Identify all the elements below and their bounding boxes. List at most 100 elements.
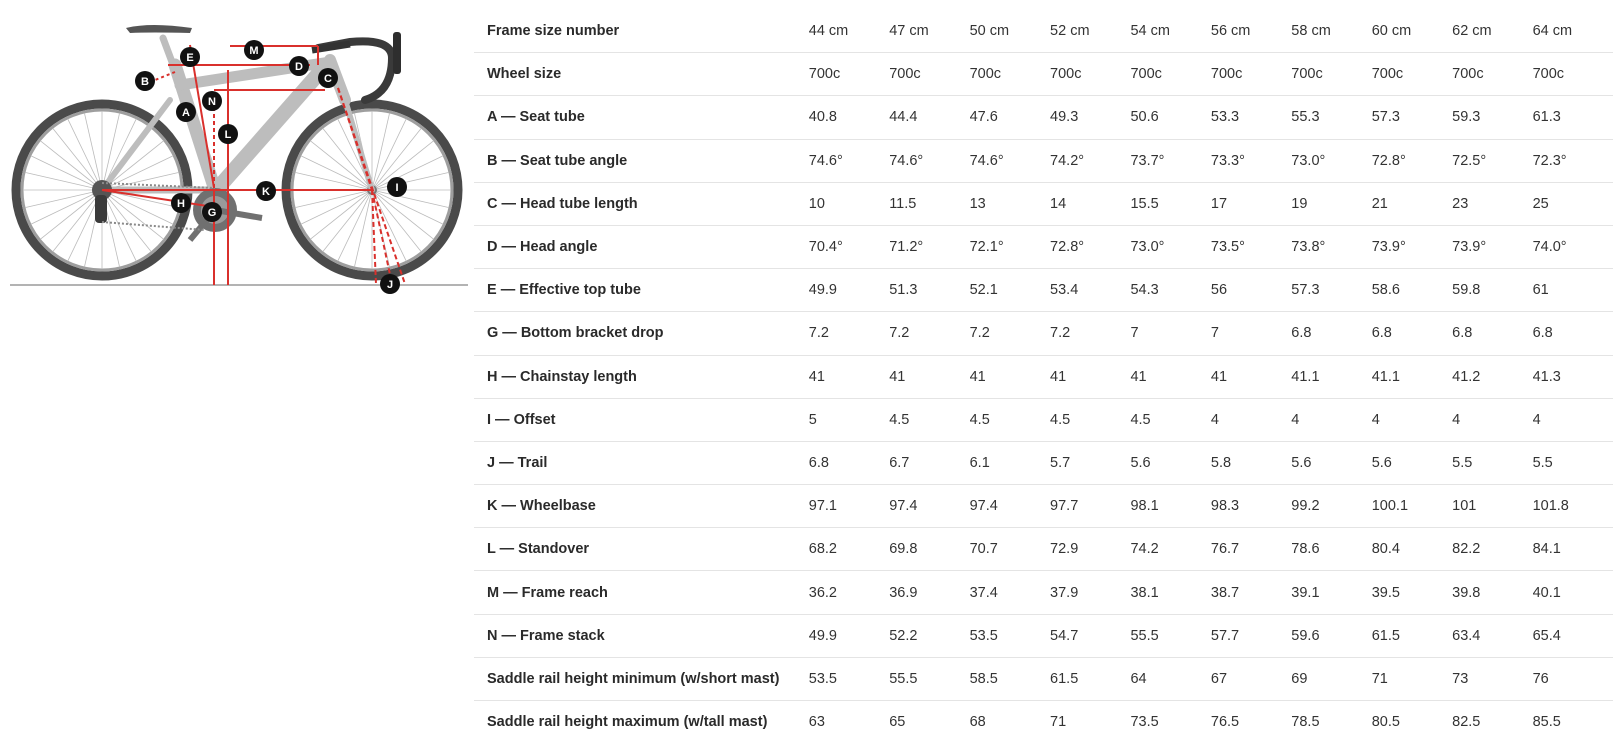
table-cell: 41 (1050, 354, 1131, 399)
marker-l: L (218, 124, 238, 144)
table-cell: 40.1 (1532, 570, 1613, 615)
spoke (294, 189, 373, 208)
table-cell: 700c (889, 52, 970, 96)
svg-text:B: B (141, 76, 149, 88)
table-cell: 65.4 (1532, 613, 1613, 658)
svg-text:J: J (387, 279, 393, 291)
table-cell: 76.5 (1210, 700, 1292, 744)
svg-text:M: M (249, 45, 258, 57)
table-cell: 47.6 (969, 95, 1051, 140)
spoke (371, 189, 422, 253)
table-cell: 73.0° (1130, 224, 1211, 269)
table-cell: 39.5 (1371, 570, 1453, 615)
table-cell: 4 (1532, 397, 1613, 442)
row-label: Saddle rail height maximum (w/tall mast) (474, 700, 809, 744)
table-cell: 82.2 (1452, 527, 1533, 571)
spoke (52, 127, 103, 191)
table-cell: 71 (1371, 656, 1453, 701)
table-cell: 73.3° (1210, 138, 1292, 183)
table-cell: 4 (1452, 397, 1533, 442)
saddle (126, 25, 192, 33)
spoke (371, 140, 435, 191)
chain-lower (101, 221, 206, 231)
table-cell: 78.6 (1291, 527, 1372, 571)
table-cell: 21 (1371, 181, 1453, 226)
table-cell: 73.5 (1130, 700, 1211, 744)
table-cell: 11.5 (889, 181, 970, 226)
table-cell: 41 (1210, 354, 1292, 399)
table-cell: 97.1 (808, 484, 890, 528)
table-cell: 61 (1532, 268, 1613, 312)
size-header: 50 cm (969, 23, 1010, 40)
table-cell: 4.5 (1130, 397, 1211, 442)
table-cell: 36.2 (808, 570, 890, 615)
rear-derailleur (92, 180, 112, 223)
table-cell: 70.4° (808, 224, 890, 269)
table-cell: 78.5 (1291, 700, 1372, 744)
table-cell: 700c (1050, 52, 1131, 96)
spoke (294, 172, 373, 191)
table-cell: 57.7 (1210, 613, 1292, 658)
spoke (101, 189, 152, 253)
table-cell: 74.6° (889, 138, 970, 183)
table-cell: 82.5 (1452, 700, 1533, 744)
table-cell: 53.3 (1210, 95, 1292, 140)
table-cell: 7 (1130, 311, 1211, 355)
table-row: Saddle rail height minimum (w/short mast… (474, 656, 1613, 701)
table-cell: 61.5 (1371, 613, 1453, 658)
row-label: Saddle rail height minimum (w/short mast… (474, 656, 809, 701)
row-label: N — Frame stack (474, 613, 809, 658)
table-cell: 41 (808, 354, 890, 399)
spoke (371, 127, 422, 191)
size-header: 62 cm (1452, 23, 1492, 40)
table-cell: 10 (808, 181, 890, 226)
table-cell: 700c (1291, 52, 1372, 96)
table-cell: 56 (1210, 268, 1292, 312)
spoke (24, 189, 103, 208)
row-label: C — Head tube length (474, 181, 809, 226)
table-cell: 97.4 (969, 484, 1051, 528)
spoke (84, 112, 103, 191)
table-cell: 49.9 (808, 268, 890, 312)
table-cell: 38.7 (1210, 570, 1292, 615)
table-cell: 7.2 (889, 311, 970, 355)
table-cell: 7.2 (808, 311, 890, 355)
table-cell: 74.6° (969, 138, 1051, 183)
table-cell: 700c (1130, 52, 1211, 96)
row-label: B — Seat tube angle (474, 138, 809, 183)
table-cell: 72.9 (1050, 527, 1131, 571)
handlebar (314, 37, 397, 104)
table-row: K — Wheelbase 97.1 97.4 97.4 97.7 98.1 98.3 99.… (474, 484, 1613, 528)
table-cell: 73.7° (1130, 138, 1211, 183)
svg-text:N: N (208, 96, 216, 108)
table-cell: 700c (1210, 52, 1292, 96)
table-cell: 55.5 (1130, 613, 1211, 658)
table-cell: 59.8 (1452, 268, 1533, 312)
table-cell: 53.5 (969, 613, 1051, 658)
table-cell: 39.1 (1291, 570, 1372, 615)
rear-wheel (11, 99, 193, 281)
table-cell: 4 (1291, 397, 1372, 442)
table-cell: 70.7 (969, 527, 1051, 571)
svg-text:D: D (295, 61, 303, 73)
table-cell: 74.0° (1532, 224, 1613, 269)
spoke (371, 189, 444, 225)
table-row: M — Frame reach 36.2 36.9 37.4 37.9 38.1 38.7 3… (474, 570, 1613, 615)
table-cell: 76 (1532, 656, 1613, 701)
header-label: Frame size number (487, 23, 620, 40)
table-cell: 80.4 (1371, 527, 1453, 571)
table-cell: 5 (808, 397, 890, 442)
marker-g: G (202, 202, 222, 222)
row-label: I — Offset (474, 397, 809, 442)
table-row: C — Head tube length 10 11.5 13 14 15.5 17 19 21… (474, 181, 1613, 226)
spoke (354, 189, 373, 268)
row-label: A — Seat tube (474, 95, 809, 140)
table-cell: 700c (969, 52, 1051, 96)
spoke (322, 127, 373, 191)
table-cell: 74.2° (1050, 138, 1131, 183)
table-cell: 49.3 (1050, 95, 1131, 140)
table-cell: 37.4 (969, 570, 1051, 615)
table-cell: 73 (1452, 656, 1533, 701)
table-cell: 14 (1050, 181, 1131, 226)
table-cell: 41.1 (1371, 354, 1453, 399)
